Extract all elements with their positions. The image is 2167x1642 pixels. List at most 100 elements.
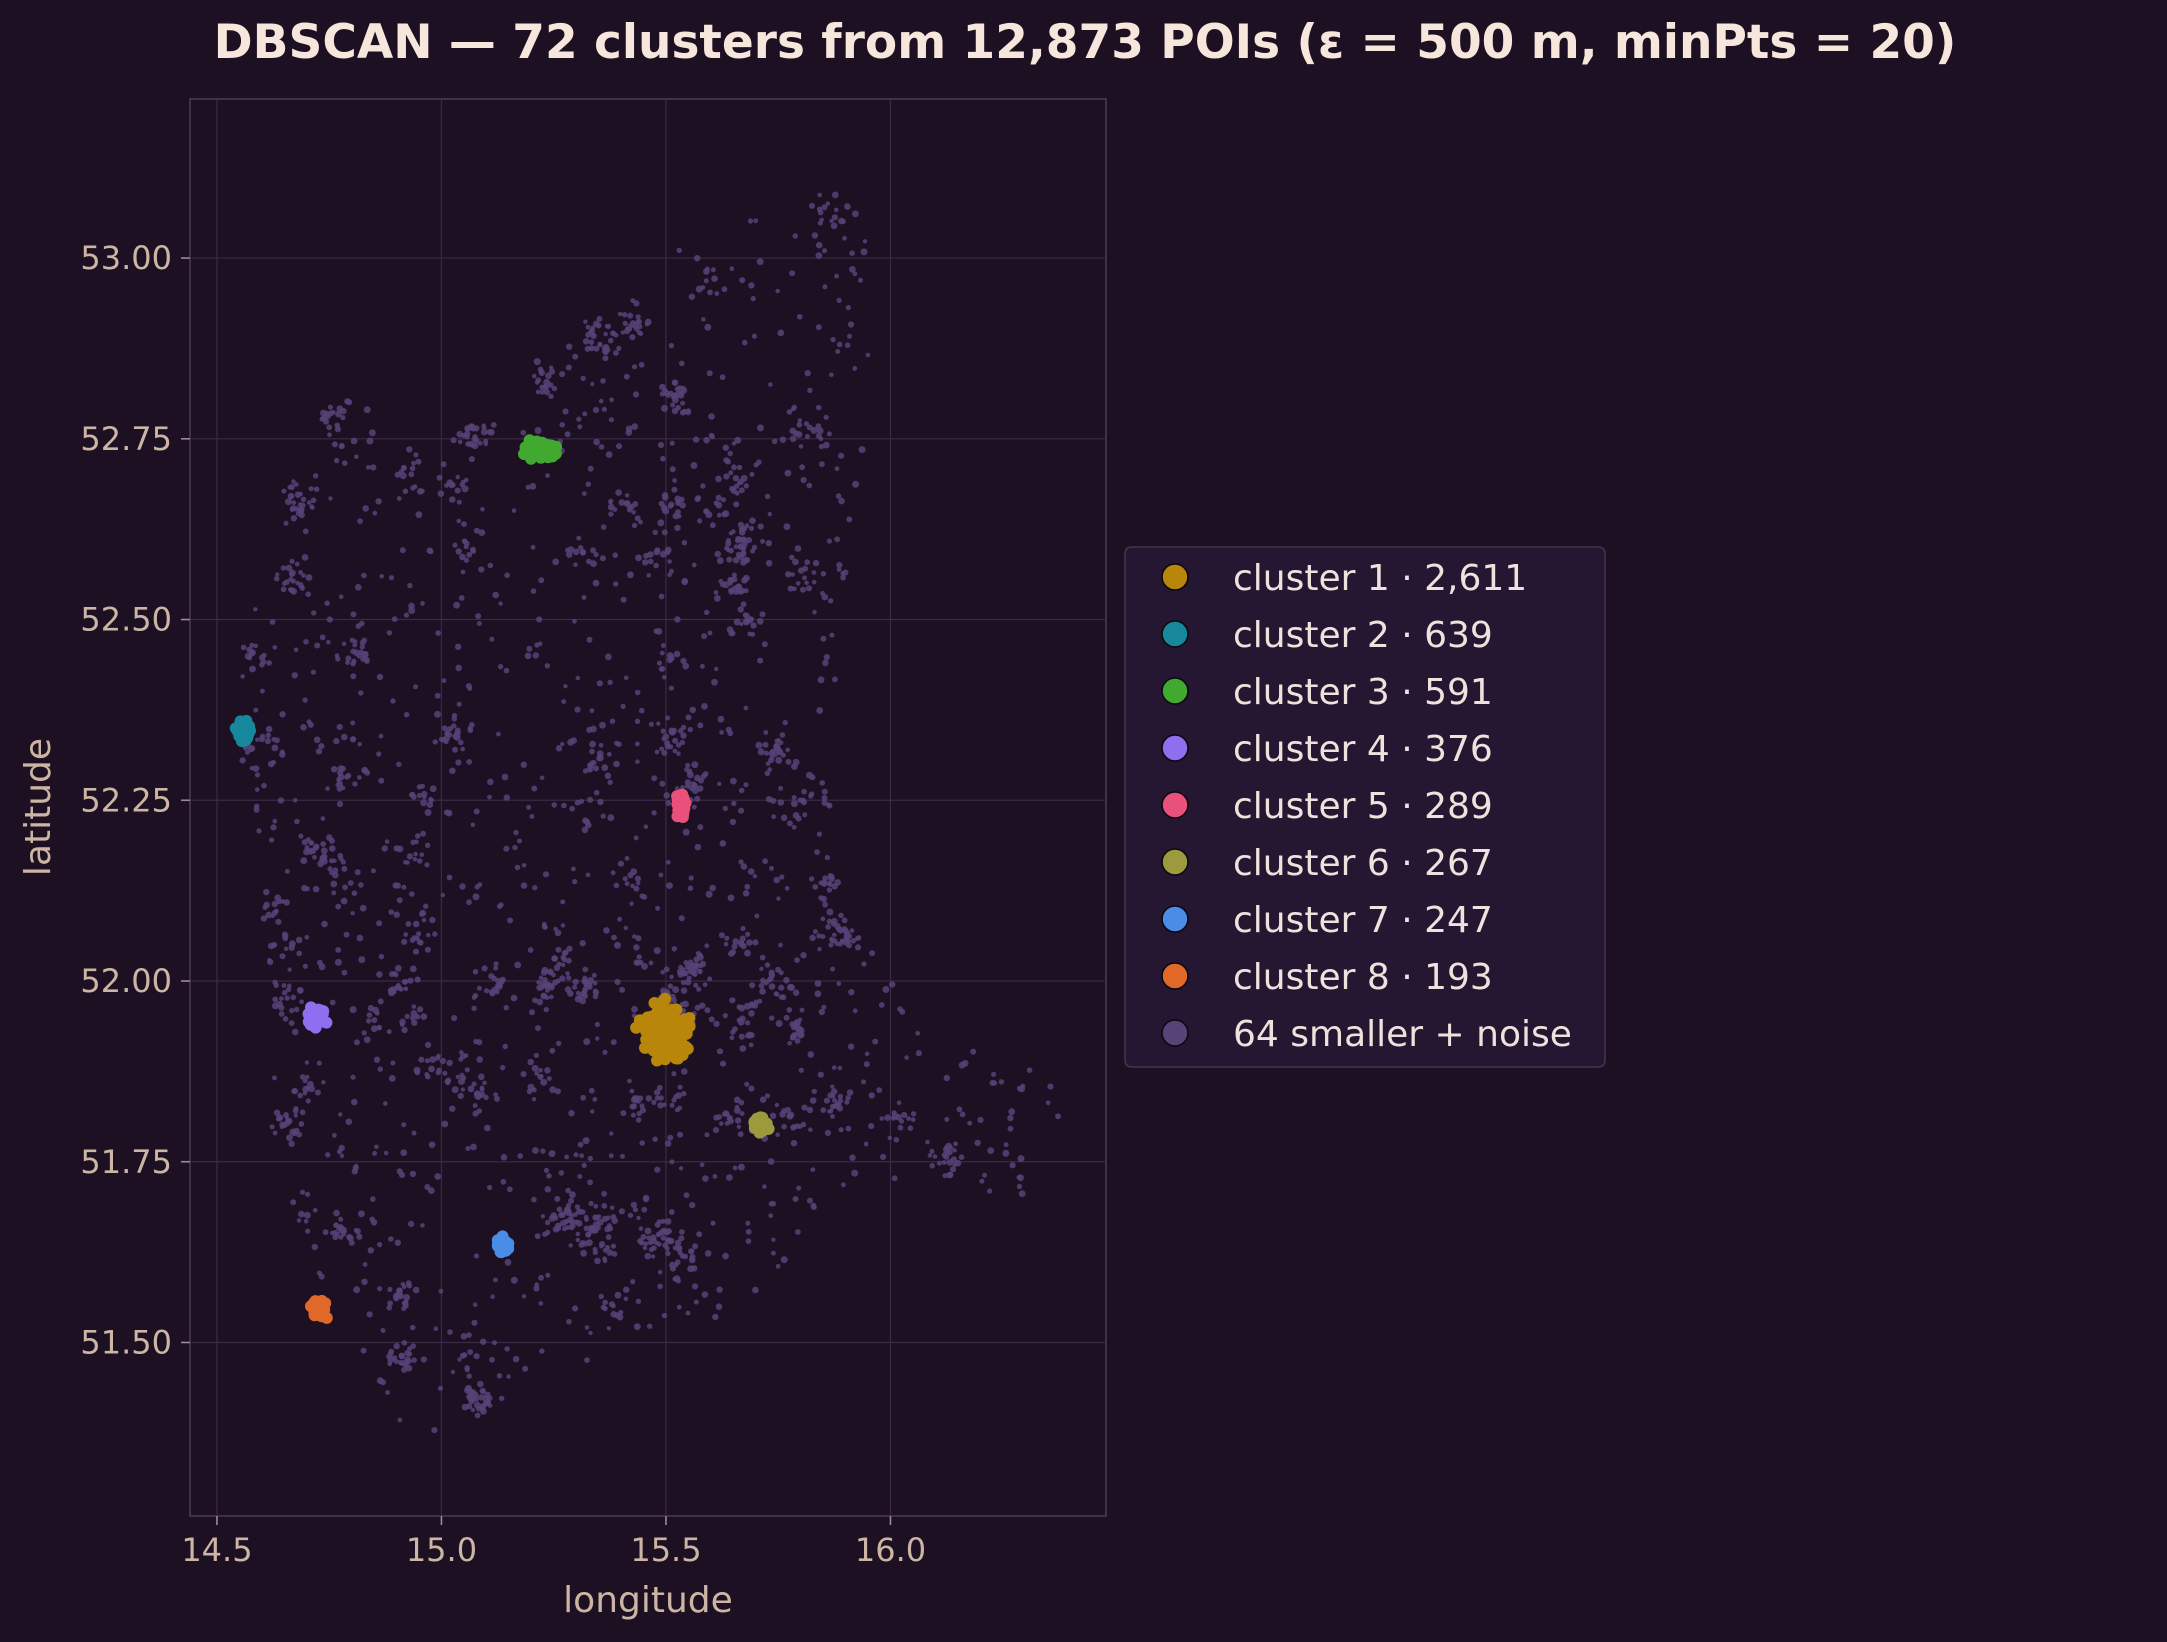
noise-point (1002, 1149, 1010, 1157)
noise-point (750, 631, 756, 637)
noise-point (719, 730, 724, 735)
noise-point (407, 582, 413, 589)
y-tick-label: 52.25 (80, 781, 172, 819)
noise-point (272, 818, 278, 824)
noise-point (844, 342, 851, 349)
noise-point (789, 427, 797, 435)
noise-point (575, 675, 581, 681)
noise-point (298, 570, 303, 575)
noise-point (478, 566, 485, 573)
noise-point (279, 953, 286, 960)
noise-point (411, 460, 417, 466)
noise-point (790, 1124, 797, 1131)
noise-point (701, 1291, 709, 1298)
noise-point (426, 801, 434, 808)
noise-point (349, 637, 355, 643)
noise-point (825, 924, 831, 930)
noise-point (977, 1116, 984, 1124)
noise-point (639, 1103, 645, 1109)
noise-point (586, 636, 593, 643)
noise-point (775, 1263, 781, 1269)
noise-point (830, 1084, 835, 1089)
noise-point (378, 953, 385, 960)
grid (190, 99, 1106, 1516)
noise-point (327, 866, 333, 872)
noise-point (679, 1229, 685, 1235)
noise-point (394, 964, 402, 972)
plot-area (189, 98, 1107, 1517)
noise-point (364, 658, 370, 664)
noise-point (737, 478, 745, 485)
noise-point (468, 456, 475, 463)
noise-point (631, 522, 638, 529)
noise-point (415, 833, 421, 839)
noise-point (589, 327, 596, 334)
noise-point (678, 1235, 685, 1242)
noise-point (727, 450, 733, 457)
x-axis-label: longitude (563, 1580, 733, 1621)
noise-point (967, 1120, 973, 1126)
noise-point (949, 1166, 957, 1173)
noise-point (757, 424, 764, 432)
noise-point (483, 988, 490, 994)
noise-point (691, 804, 697, 810)
noise-point (545, 1272, 551, 1278)
noise-point (829, 372, 834, 378)
noise-point (846, 1089, 854, 1096)
noise-point (253, 643, 258, 649)
noise-point (656, 1230, 663, 1237)
noise-point (712, 1313, 719, 1321)
noise-point (554, 1088, 562, 1095)
noise-point (609, 397, 614, 403)
noise-point (821, 248, 828, 254)
noise-point (676, 751, 681, 756)
noise-point (792, 558, 799, 566)
noise-point (598, 444, 605, 450)
noise-point (587, 796, 594, 803)
noise-point (802, 575, 807, 581)
noise-point (801, 1104, 808, 1111)
noise-point (758, 982, 765, 989)
noise-point (713, 595, 721, 602)
noise-point (638, 519, 643, 525)
noise-point (596, 755, 602, 762)
noise-point (431, 1427, 438, 1434)
noise-point (653, 947, 661, 955)
noise-point (538, 1301, 544, 1306)
noise-point (362, 505, 370, 512)
noise-point (732, 938, 739, 945)
noise-point (860, 248, 868, 256)
noise-point (294, 561, 300, 567)
noise-point (831, 917, 838, 925)
noise-point (293, 647, 299, 653)
noise-point (294, 818, 300, 825)
noise-point (694, 774, 701, 782)
noise-point (779, 436, 787, 443)
noise-point (714, 666, 719, 672)
noise-point (826, 880, 832, 887)
noise-point (616, 443, 622, 450)
noise-point (832, 932, 837, 938)
noise-point (440, 461, 447, 468)
legend-marker (1161, 563, 1189, 591)
noise-point (703, 436, 710, 444)
noise-point (685, 714, 692, 721)
noise-point (531, 785, 538, 792)
noise-point (823, 1097, 831, 1104)
noise-point (521, 863, 527, 868)
noise-point (466, 551, 473, 558)
noise-point (792, 812, 800, 819)
noise-point (358, 1210, 365, 1218)
noise-point (401, 884, 407, 890)
noise-point (656, 721, 661, 726)
noise-point (597, 341, 603, 347)
noise-point (542, 871, 550, 878)
noise-point (641, 894, 648, 900)
noise-point (769, 865, 774, 871)
noise-point (775, 288, 780, 294)
legend-marker (1161, 677, 1189, 705)
noise-point (671, 1071, 677, 1077)
noise-point (526, 804, 532, 810)
noise-point (449, 1105, 456, 1112)
noise-point (678, 915, 685, 922)
